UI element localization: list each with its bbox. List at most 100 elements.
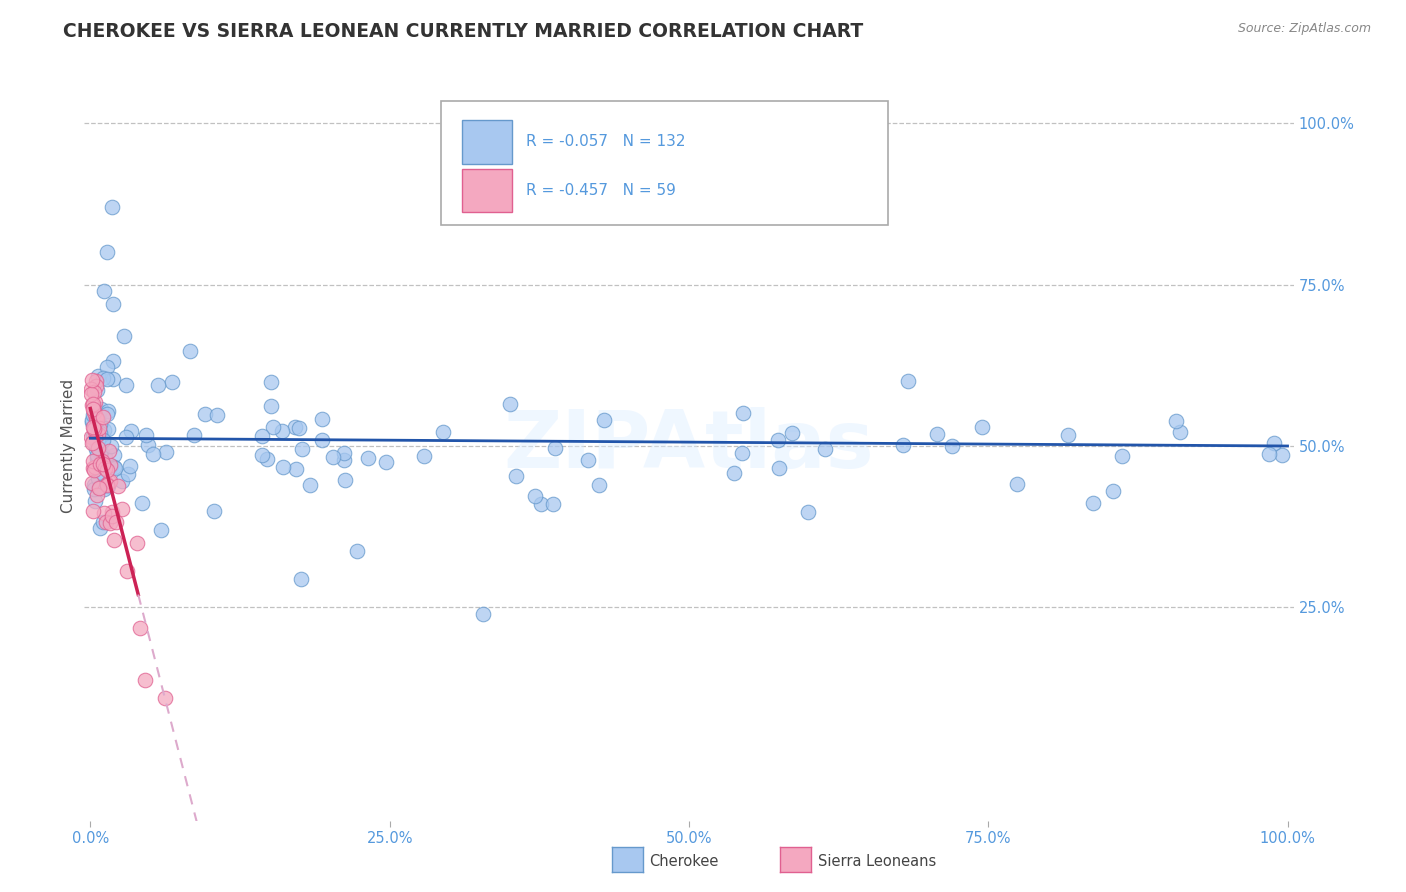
Point — [311, 412, 333, 426]
Point — [82, 429, 104, 443]
Point — [96, 372, 118, 386]
Point — [541, 497, 564, 511]
Point — [86, 411, 108, 425]
Point — [87, 421, 110, 435]
Point — [82, 504, 104, 518]
Point — [84, 430, 107, 444]
Point — [322, 450, 344, 465]
Point — [135, 428, 157, 442]
Point — [136, 437, 159, 451]
Point — [84, 378, 107, 392]
Point — [103, 372, 125, 386]
Point — [1111, 449, 1133, 463]
Point — [90, 402, 112, 417]
Point — [250, 448, 273, 462]
Point — [291, 442, 314, 456]
Point — [83, 422, 105, 436]
Point — [768, 461, 790, 475]
Point — [86, 448, 108, 462]
Point — [90, 445, 112, 459]
Point — [1083, 496, 1105, 510]
Point — [107, 479, 129, 493]
Point — [150, 523, 173, 537]
Point — [87, 433, 110, 447]
Point — [93, 482, 115, 496]
Point — [91, 409, 114, 424]
Point — [1258, 447, 1281, 461]
Point — [530, 497, 553, 511]
Point — [120, 425, 142, 439]
Point — [80, 383, 103, 397]
Point — [592, 413, 614, 427]
Point — [87, 368, 110, 383]
Point — [86, 442, 108, 456]
Point — [87, 426, 110, 441]
Point — [83, 422, 105, 436]
Point — [93, 467, 115, 482]
Point — [89, 458, 111, 473]
Text: CHEROKEE VS SIERRA LEONEAN CURRENTLY MARRIED CORRELATION CHART: CHEROKEE VS SIERRA LEONEAN CURRENTLY MAR… — [63, 22, 863, 41]
Point — [83, 394, 105, 409]
Point — [86, 383, 108, 397]
Point — [333, 453, 356, 467]
Point — [82, 402, 104, 417]
Point — [91, 435, 114, 450]
Point — [1263, 436, 1285, 450]
Point — [80, 415, 103, 429]
Point — [112, 329, 135, 343]
Point — [780, 426, 803, 441]
Point — [100, 459, 122, 474]
Point — [96, 245, 118, 260]
Point — [83, 384, 105, 399]
Point — [100, 439, 122, 453]
Point — [87, 471, 110, 485]
Text: Sierra Leoneans: Sierra Leoneans — [818, 855, 936, 869]
Point — [111, 474, 134, 488]
Point — [91, 431, 114, 445]
Point — [262, 420, 284, 434]
Point — [100, 506, 122, 520]
Point — [333, 446, 356, 460]
Point — [576, 452, 599, 467]
Point — [80, 413, 103, 427]
FancyBboxPatch shape — [461, 169, 512, 212]
Point — [333, 473, 356, 487]
Point — [103, 297, 125, 311]
Point — [103, 533, 125, 547]
Point — [104, 461, 127, 475]
Point — [1057, 428, 1080, 442]
Point — [202, 503, 225, 517]
Point — [82, 420, 104, 434]
Point — [80, 436, 103, 450]
Point — [1007, 476, 1029, 491]
Point — [128, 621, 150, 635]
Point — [93, 284, 115, 298]
Point — [89, 417, 111, 431]
Point — [91, 433, 114, 447]
Point — [84, 431, 107, 445]
Point — [413, 449, 436, 463]
Point — [891, 438, 914, 452]
Point — [80, 398, 103, 412]
Point — [252, 429, 274, 443]
Point — [98, 475, 121, 489]
Text: ZIPAtlas: ZIPAtlas — [503, 407, 875, 485]
Point — [97, 444, 120, 458]
Point — [97, 422, 120, 436]
Point — [1271, 448, 1294, 462]
Point — [270, 424, 292, 438]
Point — [471, 607, 494, 621]
FancyBboxPatch shape — [441, 102, 889, 225]
Point — [499, 397, 522, 411]
Point — [299, 477, 322, 491]
Point — [96, 407, 118, 421]
Point — [80, 430, 103, 444]
Point — [86, 487, 108, 501]
Point — [260, 399, 283, 413]
Point — [288, 421, 311, 435]
Point — [346, 544, 368, 558]
Point — [134, 673, 156, 687]
Point — [83, 405, 105, 419]
Point — [105, 515, 128, 529]
Point — [311, 433, 333, 447]
